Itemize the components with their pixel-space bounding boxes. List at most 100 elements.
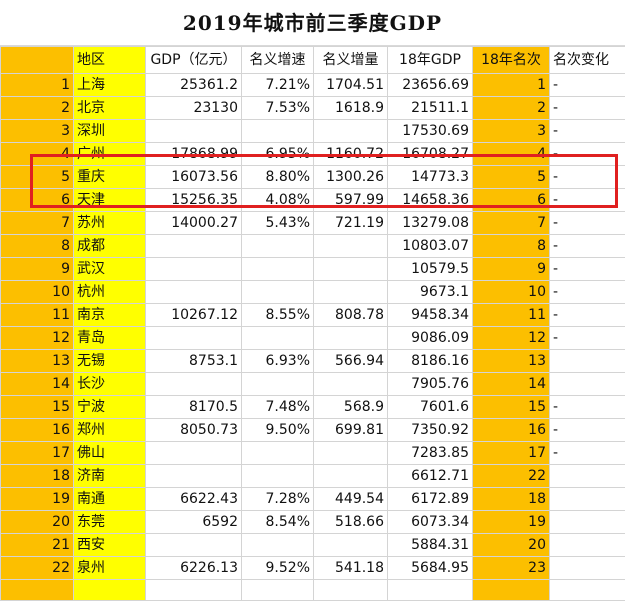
cell-rank[interactable]: 14 bbox=[1, 373, 74, 396]
cell-growth[interactable]: 7.21% bbox=[242, 74, 314, 97]
cell-growth[interactable]: 6.93% bbox=[242, 350, 314, 373]
cell-city[interactable]: 南京 bbox=[74, 304, 146, 327]
cell-gdp[interactable]: 6622.43 bbox=[146, 488, 242, 511]
cell-gdp-2018[interactable]: 8186.16 bbox=[388, 350, 473, 373]
cell-increment[interactable]: 721.19 bbox=[314, 212, 388, 235]
cell-city[interactable]: 郑州 bbox=[74, 419, 146, 442]
cell-rank-change[interactable] bbox=[550, 557, 625, 580]
cell-rank-2018[interactable]: 14 bbox=[473, 373, 550, 396]
cell-gdp-2018[interactable]: 6073.34 bbox=[388, 511, 473, 534]
cell-increment[interactable]: 566.94 bbox=[314, 350, 388, 373]
cell-rank[interactable]: 20 bbox=[1, 511, 74, 534]
cell-growth[interactable]: 8.80% bbox=[242, 166, 314, 189]
cell-city[interactable]: 上海 bbox=[74, 74, 146, 97]
cell-rank-change[interactable]: - bbox=[550, 189, 625, 212]
cell-growth[interactable] bbox=[242, 120, 314, 143]
cell-rank-change[interactable]: - bbox=[550, 143, 625, 166]
empty-cell[interactable] bbox=[550, 580, 625, 601]
cell-rank-2018[interactable]: 16 bbox=[473, 419, 550, 442]
cell-gdp[interactable]: 15256.35 bbox=[146, 189, 242, 212]
cell-rank-change[interactable]: - bbox=[550, 258, 625, 281]
cell-rank-2018[interactable]: 23 bbox=[473, 557, 550, 580]
cell-rank-2018[interactable]: 8 bbox=[473, 235, 550, 258]
empty-cell[interactable] bbox=[242, 580, 314, 601]
cell-growth[interactable]: 8.54% bbox=[242, 511, 314, 534]
cell-rank[interactable]: 18 bbox=[1, 465, 74, 488]
cell-gdp-2018[interactable]: 9458.34 bbox=[388, 304, 473, 327]
header-cell-growth[interactable]: 名义增速 bbox=[242, 47, 314, 74]
cell-gdp[interactable] bbox=[146, 281, 242, 304]
header-cell-increment[interactable]: 名义增量 bbox=[314, 47, 388, 74]
cell-increment[interactable]: 699.81 bbox=[314, 419, 388, 442]
cell-gdp-2018[interactable]: 7283.85 bbox=[388, 442, 473, 465]
cell-growth[interactable]: 6.95% bbox=[242, 143, 314, 166]
cell-rank-change[interactable] bbox=[550, 465, 625, 488]
cell-rank-2018[interactable]: 15 bbox=[473, 396, 550, 419]
cell-gdp-2018[interactable]: 9673.1 bbox=[388, 281, 473, 304]
cell-rank[interactable]: 13 bbox=[1, 350, 74, 373]
cell-increment[interactable]: 518.66 bbox=[314, 511, 388, 534]
cell-growth[interactable] bbox=[242, 235, 314, 258]
cell-growth[interactable]: 9.52% bbox=[242, 557, 314, 580]
cell-rank-change[interactable]: - bbox=[550, 166, 625, 189]
empty-cell[interactable] bbox=[473, 580, 550, 601]
cell-city[interactable]: 南通 bbox=[74, 488, 146, 511]
cell-gdp[interactable] bbox=[146, 235, 242, 258]
cell-rank[interactable]: 11 bbox=[1, 304, 74, 327]
cell-rank[interactable]: 22 bbox=[1, 557, 74, 580]
empty-cell[interactable] bbox=[146, 580, 242, 601]
cell-gdp-2018[interactable]: 21511.1 bbox=[388, 97, 473, 120]
cell-gdp-2018[interactable]: 6172.89 bbox=[388, 488, 473, 511]
cell-rank-2018[interactable]: 13 bbox=[473, 350, 550, 373]
cell-rank-change[interactable]: - bbox=[550, 419, 625, 442]
cell-gdp-2018[interactable]: 14658.36 bbox=[388, 189, 473, 212]
cell-growth[interactable]: 8.55% bbox=[242, 304, 314, 327]
cell-increment[interactable]: 449.54 bbox=[314, 488, 388, 511]
cell-rank-change[interactable] bbox=[550, 488, 625, 511]
cell-growth[interactable] bbox=[242, 327, 314, 350]
cell-gdp-2018[interactable]: 6612.71 bbox=[388, 465, 473, 488]
cell-growth[interactable] bbox=[242, 373, 314, 396]
cell-city[interactable]: 武汉 bbox=[74, 258, 146, 281]
cell-increment[interactable]: 1618.9 bbox=[314, 97, 388, 120]
cell-gdp[interactable]: 8170.5 bbox=[146, 396, 242, 419]
cell-increment[interactable] bbox=[314, 534, 388, 557]
cell-gdp[interactable] bbox=[146, 442, 242, 465]
cell-rank[interactable]: 15 bbox=[1, 396, 74, 419]
cell-rank[interactable]: 10 bbox=[1, 281, 74, 304]
cell-city[interactable]: 西安 bbox=[74, 534, 146, 557]
cell-rank-2018[interactable]: 9 bbox=[473, 258, 550, 281]
cell-rank-2018[interactable]: 17 bbox=[473, 442, 550, 465]
cell-rank[interactable]: 5 bbox=[1, 166, 74, 189]
cell-growth[interactable] bbox=[242, 465, 314, 488]
cell-rank[interactable]: 7 bbox=[1, 212, 74, 235]
cell-increment[interactable] bbox=[314, 373, 388, 396]
cell-rank-2018[interactable]: 22 bbox=[473, 465, 550, 488]
cell-rank-change[interactable]: - bbox=[550, 235, 625, 258]
cell-rank-change[interactable]: - bbox=[550, 396, 625, 419]
cell-rank-2018[interactable]: 19 bbox=[473, 511, 550, 534]
cell-rank[interactable]: 3 bbox=[1, 120, 74, 143]
cell-rank-change[interactable]: - bbox=[550, 212, 625, 235]
cell-rank-change[interactable] bbox=[550, 534, 625, 557]
cell-rank-2018[interactable]: 10 bbox=[473, 281, 550, 304]
cell-gdp[interactable] bbox=[146, 534, 242, 557]
cell-growth[interactable]: 4.08% bbox=[242, 189, 314, 212]
cell-rank-change[interactable]: - bbox=[550, 97, 625, 120]
cell-gdp[interactable] bbox=[146, 120, 242, 143]
cell-rank-2018[interactable]: 5 bbox=[473, 166, 550, 189]
cell-rank-2018[interactable]: 3 bbox=[473, 120, 550, 143]
cell-increment[interactable]: 808.78 bbox=[314, 304, 388, 327]
cell-rank-change[interactable]: - bbox=[550, 442, 625, 465]
cell-rank-change[interactable]: - bbox=[550, 281, 625, 304]
cell-rank-2018[interactable]: 18 bbox=[473, 488, 550, 511]
cell-rank-change[interactable] bbox=[550, 511, 625, 534]
cell-increment[interactable] bbox=[314, 120, 388, 143]
header-cell-rank-2018[interactable]: 18年名次 bbox=[473, 47, 550, 74]
cell-gdp-2018[interactable]: 9086.09 bbox=[388, 327, 473, 350]
cell-city[interactable]: 济南 bbox=[74, 465, 146, 488]
cell-rank-2018[interactable]: 7 bbox=[473, 212, 550, 235]
cell-rank-2018[interactable]: 1 bbox=[473, 74, 550, 97]
cell-growth[interactable]: 7.53% bbox=[242, 97, 314, 120]
cell-rank-change[interactable]: - bbox=[550, 74, 625, 97]
